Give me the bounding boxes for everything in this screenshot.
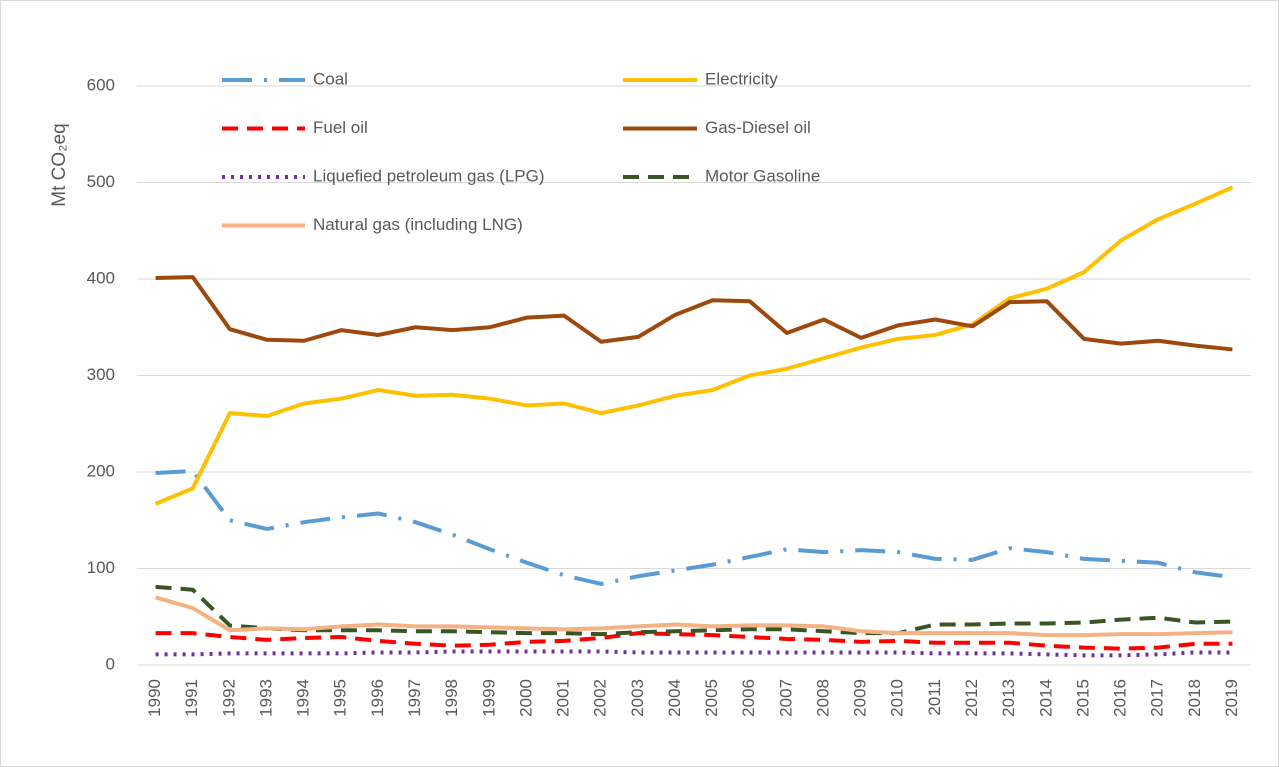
- y-axis-label: Mt CO₂eq: [49, 123, 70, 206]
- x-tick-label: 2019: [1222, 679, 1241, 717]
- line-series: [155, 469, 1233, 586]
- x-tick-label: 1993: [256, 679, 275, 717]
- x-tick-label: 1997: [405, 679, 424, 717]
- y-tick-label: 300: [87, 365, 115, 384]
- x-tick-label: 1991: [182, 679, 201, 717]
- x-tick-label: 2006: [739, 679, 758, 717]
- x-tick-label: 1999: [479, 679, 498, 717]
- y-tick-label: 600: [87, 75, 115, 94]
- x-tick-label: 2011: [925, 679, 944, 716]
- x-tick-label: 2013: [999, 679, 1018, 717]
- legend-label: Liquefied petroleum gas (LPG): [313, 166, 545, 185]
- y-tick-label: 200: [87, 461, 115, 480]
- x-tick-label: 2004: [665, 679, 684, 717]
- legend-label: Gas-Diesel oil: [705, 118, 811, 137]
- x-tick-label: 1998: [442, 679, 461, 717]
- x-tick-label: 2005: [702, 679, 721, 717]
- line-series: [155, 631, 1233, 651]
- x-tick-label: 2014: [1036, 679, 1055, 717]
- x-tick-label: 2017: [1148, 679, 1167, 717]
- y-tick-label: 400: [87, 268, 115, 287]
- x-tick-label: 1994: [294, 679, 313, 717]
- y-tick-label: 100: [87, 558, 115, 577]
- line-series: [155, 595, 1233, 638]
- legend-label: Electricity: [705, 69, 778, 88]
- line-series: [155, 584, 1233, 637]
- x-tick-label: 2008: [813, 679, 832, 717]
- x-tick-label: 2016: [1111, 679, 1130, 717]
- legend-label: Fuel oil: [313, 118, 368, 137]
- x-tick-label: 2003: [628, 679, 647, 717]
- x-tick-label: 2002: [591, 679, 610, 717]
- x-tick-label: 2000: [516, 679, 535, 717]
- x-tick-label: 2018: [1185, 679, 1204, 717]
- x-tick-label: 1996: [368, 679, 387, 717]
- line-series: [154, 185, 1234, 506]
- x-tick-label: 2015: [1073, 679, 1092, 717]
- y-tick-label: 500: [87, 172, 115, 191]
- x-tick-label: 2001: [554, 679, 573, 717]
- x-tick-label: 2007: [776, 679, 795, 717]
- line-series: [155, 275, 1233, 352]
- legend-label: Coal: [313, 69, 348, 88]
- legend-label: Motor Gasoline: [705, 166, 820, 185]
- y-tick-label: 0: [106, 654, 115, 673]
- x-tick-label: 2010: [888, 679, 907, 717]
- legend-label: Natural gas (including LNG): [313, 215, 523, 234]
- x-tick-label: 1990: [145, 679, 164, 717]
- x-tick-label: 1995: [331, 679, 350, 717]
- x-tick-label: 2009: [851, 679, 870, 717]
- x-tick-label: 1992: [219, 679, 238, 717]
- x-tick-label: 2012: [962, 679, 981, 717]
